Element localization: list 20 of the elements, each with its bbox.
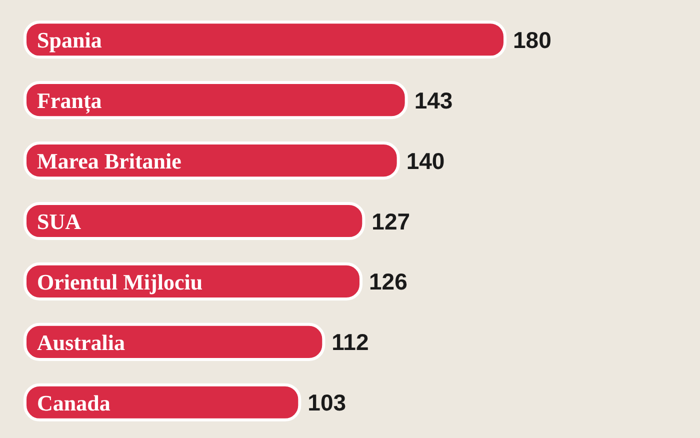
bar [24, 322, 326, 361]
bar [24, 383, 302, 422]
bar [24, 81, 408, 120]
bar [24, 202, 366, 240]
y-tick-label: SUA [37, 208, 82, 234]
y-tick-label: Spania [37, 28, 102, 53]
y-tick-label: Marea Britanie [37, 148, 182, 174]
bar [24, 142, 400, 180]
data-label: 126 [369, 268, 408, 295]
data-label: 112 [332, 329, 369, 356]
data-label: 180 [513, 26, 552, 53]
y-tick-label: Canada [37, 390, 110, 416]
y-tick-label: Orientul Mijlociu [37, 269, 203, 294]
data-label: 140 [406, 148, 445, 174]
data-label: 127 [372, 208, 410, 234]
y-tick-label: Australia [37, 330, 125, 355]
data-label: 143 [414, 87, 453, 114]
bar [24, 20, 506, 59]
data-label: 103 [308, 390, 346, 416]
y-tick-label: Franța [37, 88, 102, 114]
